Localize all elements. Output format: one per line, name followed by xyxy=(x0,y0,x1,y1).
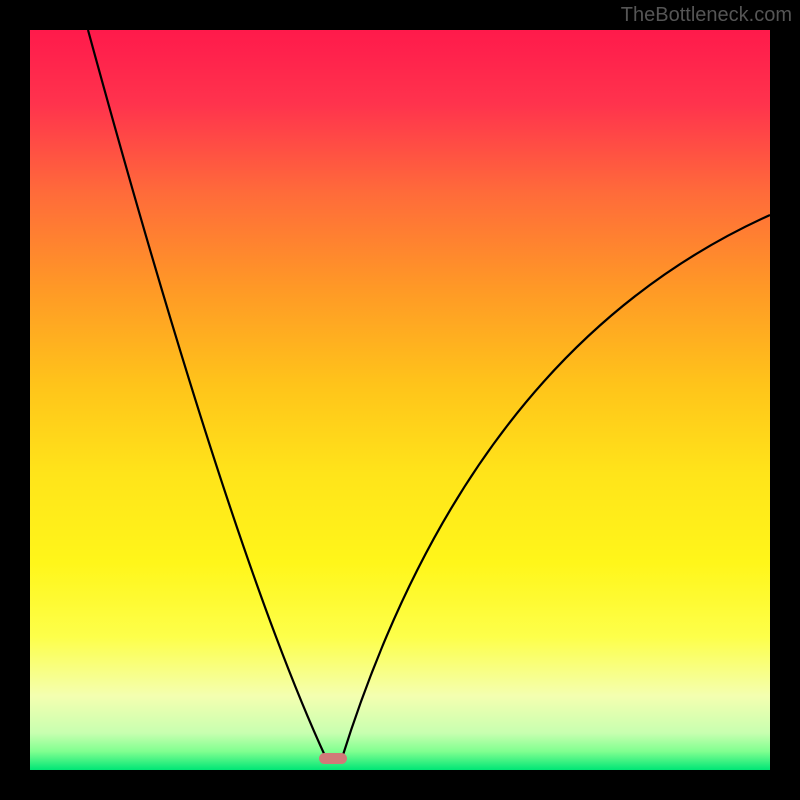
plot-area xyxy=(30,30,770,770)
bottleneck-curve xyxy=(30,30,770,770)
curve-right-branch xyxy=(342,215,770,758)
curve-left-branch xyxy=(88,30,326,758)
watermark-text: TheBottleneck.com xyxy=(621,4,792,27)
chart-canvas: TheBottleneck.com xyxy=(0,0,800,800)
minimum-marker xyxy=(319,753,347,764)
